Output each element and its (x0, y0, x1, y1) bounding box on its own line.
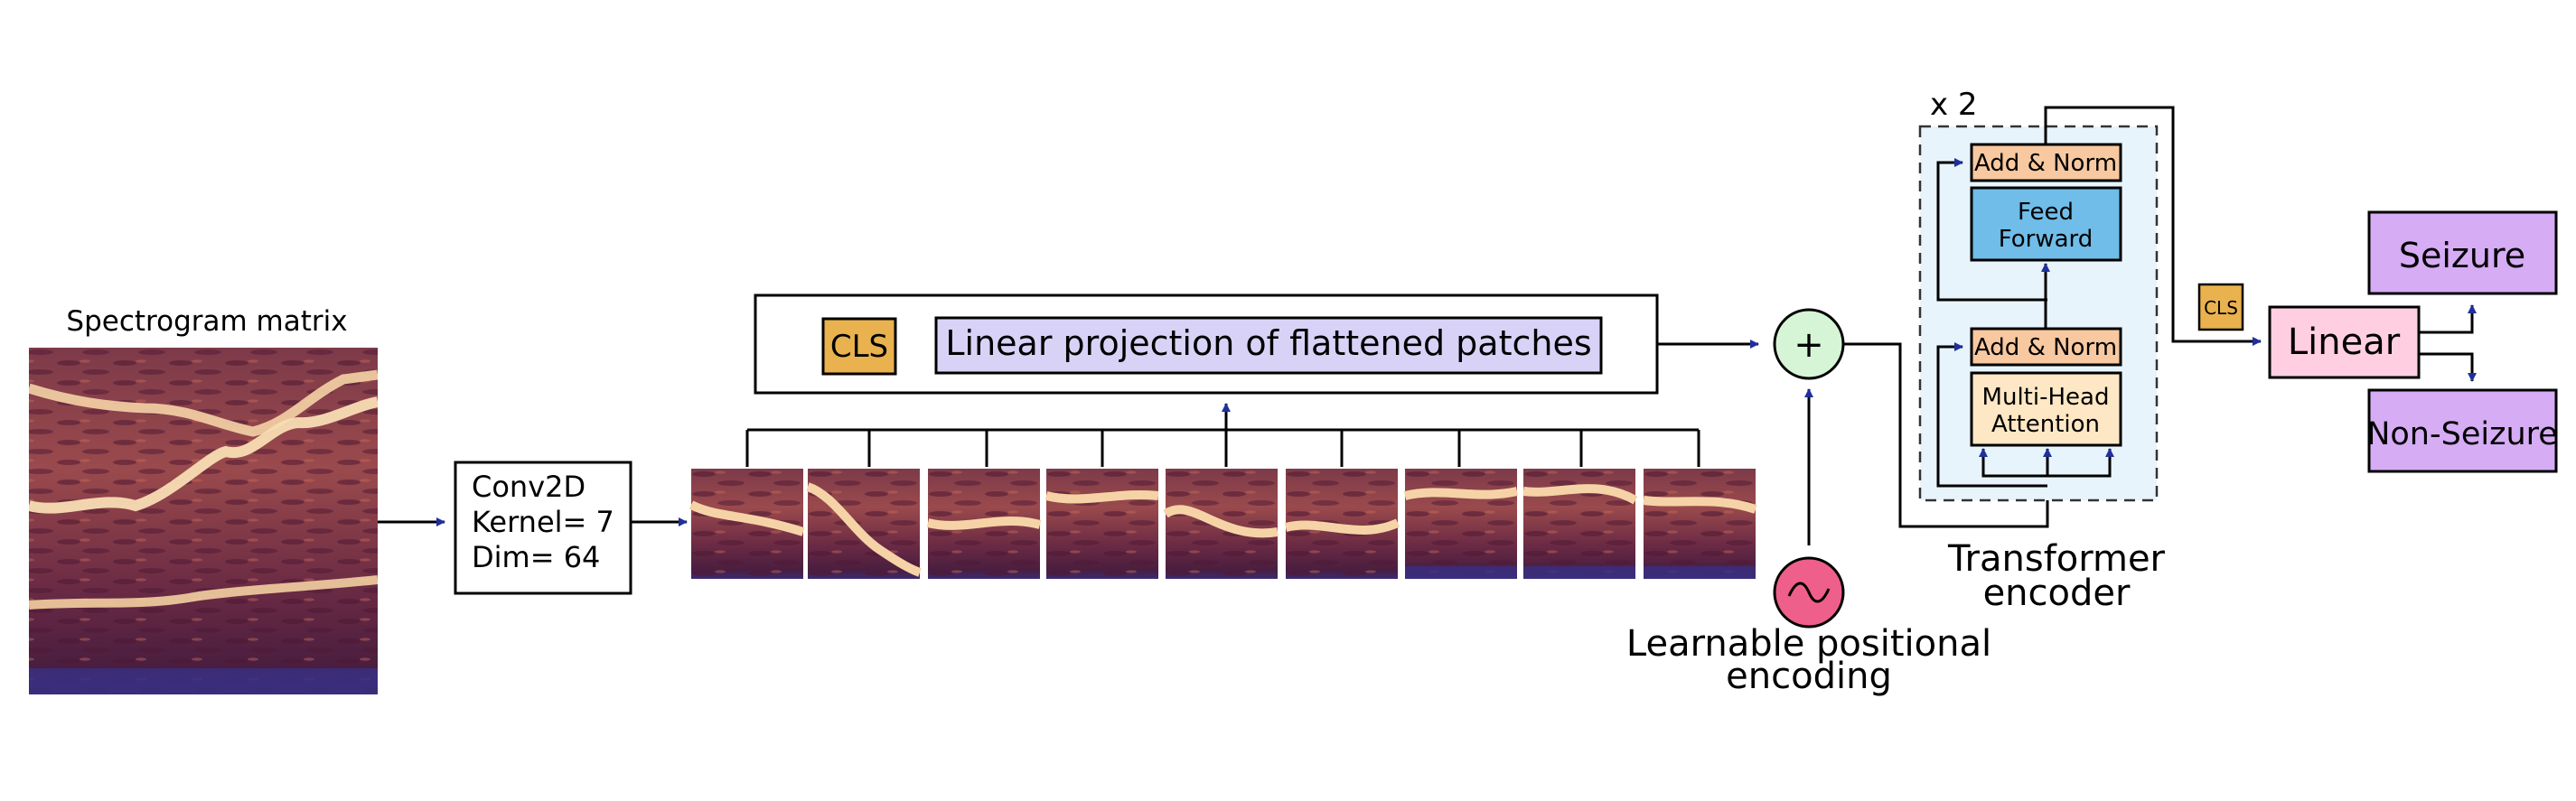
seizure-output (2367, 210, 2558, 295)
positional-encoding-label-line1: Learnable positional (1626, 623, 1991, 665)
sum-symbol: + (1794, 324, 1824, 366)
feed-forward-label-line2: Forward (1999, 226, 2094, 253)
feed-forward-label-line1: Feed (2018, 199, 2074, 226)
patch-tile (1163, 469, 1279, 579)
conv2d-block (454, 461, 632, 595)
add-norm-label-1: Add & Norm (1974, 334, 2117, 361)
patch-connectors (745, 430, 1700, 467)
transformer-caption-line2: encoder (1983, 573, 2131, 614)
transformer-caption-line1: Transformer (1947, 538, 2166, 580)
spectrogram-title: Spectrogram matrix (66, 305, 347, 338)
cls-output-label: CLS (2204, 297, 2238, 319)
feed-forward-block (1970, 186, 2122, 262)
linear-projection-block (934, 316, 1603, 375)
linear-projection-label: Linear projection of flattened patches (945, 323, 1591, 363)
cls-token-label: CLS (830, 329, 888, 365)
linear-head-block (2268, 305, 2421, 379)
seizure-label: Seizure (2399, 236, 2525, 275)
patch-tile (1403, 469, 1519, 579)
kernel-label: Kernel= 7 (472, 505, 614, 539)
wave-icon (1787, 582, 1831, 603)
patch-tile (1044, 469, 1159, 579)
cls-output-token (2197, 283, 2244, 331)
conv2d-label: Conv2D (472, 470, 585, 504)
patch-tile (1643, 469, 1757, 579)
attention-label-line2: Attention (1991, 411, 2100, 438)
patch-tile (926, 469, 1042, 579)
patch-tile (1284, 469, 1400, 579)
spectrogram-image (29, 348, 378, 694)
multi-head-attention-block (1970, 371, 2122, 447)
patch-tile (688, 469, 805, 579)
patch-tile (806, 469, 922, 579)
patch-tile (1522, 469, 1638, 579)
non-seizure-output (2367, 388, 2558, 473)
dim-label: Dim= 64 (472, 540, 600, 574)
positional-encoding-label-line2: encoding (1726, 656, 1892, 697)
add-norm-label-2: Add & Norm (1974, 150, 2117, 177)
patch-sequence (688, 469, 1757, 579)
repeat-count: x 2 (1930, 87, 1978, 123)
non-seizure-label: Non-Seizure (2366, 416, 2558, 452)
cls-token (821, 317, 897, 376)
attention-label-line1: Multi-Head (1982, 384, 2110, 411)
linear-head-label: Linear (2288, 321, 2401, 363)
